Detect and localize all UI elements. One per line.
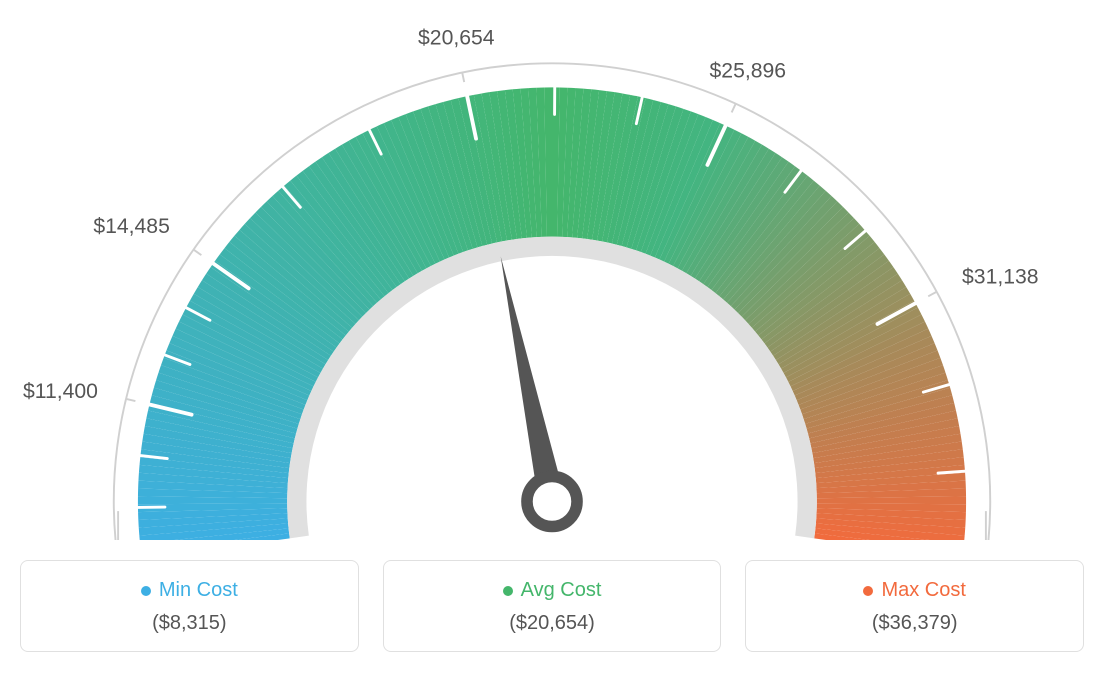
gauge-needle — [501, 256, 565, 504]
legend-row: Min Cost ($8,315) Avg Cost ($20,654) Max… — [20, 560, 1084, 652]
dot-avg — [503, 586, 513, 596]
legend-label-avg: Avg Cost — [521, 579, 602, 602]
gauge-hub — [527, 476, 577, 526]
cost-gauge: $8,315$11,400$14,485$20,654$25,896$31,13… — [20, 20, 1084, 540]
legend-card-min: Min Cost ($8,315) — [20, 560, 359, 652]
legend-label-max: Max Cost — [881, 579, 965, 602]
gauge-tick-label: $25,896 — [710, 59, 787, 82]
legend-value-max: ($36,379) — [746, 612, 1083, 635]
legend-card-max: Max Cost ($36,379) — [745, 560, 1084, 652]
dot-max — [863, 586, 873, 596]
gauge-tick-label: $20,654 — [418, 26, 495, 49]
gauge-tick-label: $14,485 — [93, 215, 170, 238]
dot-min — [141, 586, 151, 596]
gauge-svg: $8,315$11,400$14,485$20,654$25,896$31,13… — [20, 20, 1084, 540]
legend-label-min: Min Cost — [159, 579, 238, 602]
gauge-tick-label: $11,400 — [23, 380, 98, 403]
gauge-tick — [938, 471, 965, 473]
legend-card-avg: Avg Cost ($20,654) — [383, 560, 722, 652]
gauge-tick-label: $31,138 — [962, 266, 1039, 289]
legend-value-min: ($8,315) — [21, 612, 358, 635]
legend-value-avg: ($20,654) — [384, 612, 721, 635]
